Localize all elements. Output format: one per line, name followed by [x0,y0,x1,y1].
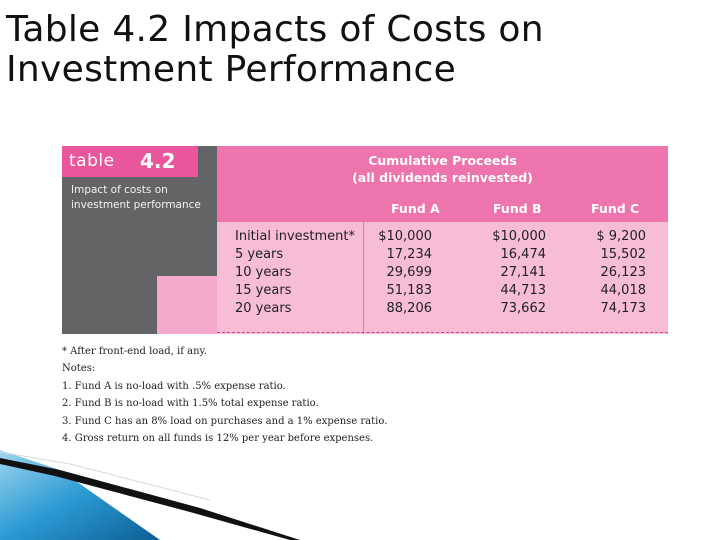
column-divider [363,222,364,334]
table-data-panel: Cumulative Proceeds (all dividends reinv… [217,146,668,334]
note-item: 3. Fund C has an 8% load on purchases an… [62,415,388,427]
black-swoosh-line [0,458,300,540]
cost-impact-table: table 4.2 Impact of costs on investment … [62,146,668,334]
fund-a-value: 17,234 [386,247,433,262]
table-bottom-rule [217,332,668,333]
header-title-line-1: Cumulative Proceeds [368,153,517,168]
fund-b-value: 73,662 [500,301,547,316]
table-label-number: 4.2 [140,149,176,173]
fund-c-value: 74,173 [600,301,647,316]
note-item: 2. Fund B is no-load with 1.5% total exp… [62,398,319,410]
fund-c-value: 15,502 [600,247,647,262]
table-subtitle-line-2: investment performance [71,199,201,211]
table-body: Initial investment* $10,000 $10,000 $ 9,… [217,228,668,318]
table-subtitle: Impact of costs on investment performanc… [71,183,211,213]
table-label-box: table 4.2 [62,146,198,177]
fund-b-value: $10,000 [492,229,546,244]
table-notes: * After front-end load, if any. Notes: 1… [62,343,462,447]
row-label: 20 years [235,301,292,316]
table-header-title: Cumulative Proceeds (all dividends reinv… [217,152,668,186]
row-label: Initial investment* [235,229,356,244]
notes-heading: Notes: [62,363,96,375]
column-header-fund-c: Fund C [591,201,640,216]
column-header-fund-a: Fund A [391,201,440,216]
slide-title-line-2: Investment Performance [6,49,457,90]
table-row: 10 years 29,699 27,141 26,123 [217,264,668,282]
table-label-word: table [69,151,115,171]
fund-a-value: 29,699 [386,265,433,280]
table-subtitle-line-1: Impact of costs on [71,184,168,196]
fund-b-value: 44,713 [500,283,547,298]
decorative-pink-block [157,276,217,334]
fund-a-value: $10,000 [378,229,432,244]
note-item: 4. Gross return on all funds is 12% per … [62,433,374,445]
slide-title-line-1: Table 4.2 Impacts of Costs on [6,9,544,50]
fund-c-value: 26,123 [600,265,647,280]
fund-a-value: 88,206 [386,301,433,316]
column-header-fund-b: Fund B [493,201,542,216]
table-row: 20 years 88,206 73,662 74,173 [217,300,668,318]
fund-b-value: 27,141 [500,265,547,280]
footnote: * After front-end load, if any. [62,346,208,357]
fund-c-value: 44,018 [600,283,647,298]
table-side-panel: table 4.2 Impact of costs on investment … [62,146,217,334]
table-row: 15 years 51,183 44,713 44,018 [217,282,668,300]
fund-c-value: $ 9,200 [596,229,646,244]
fund-b-value: 16,474 [500,247,547,262]
decorative-swoosh [0,450,300,540]
row-label: 15 years [235,283,292,298]
table-row: 5 years 17,234 16,474 15,502 [217,246,668,264]
row-label: 5 years [235,247,284,262]
slide-title: Table 4.2 Impacts of Costs on Investment… [6,10,706,90]
row-label: 10 years [235,265,292,280]
grey-swoosh-line [0,451,211,501]
table-header: Cumulative Proceeds (all dividends reinv… [217,146,668,222]
note-item: 1. Fund A is no-load with .5% expense ra… [62,380,286,392]
fund-a-value: 51,183 [386,283,433,298]
header-title-line-2: (all dividends reinvested) [352,170,533,185]
table-row: Initial investment* $10,000 $10,000 $ 9,… [217,228,668,246]
